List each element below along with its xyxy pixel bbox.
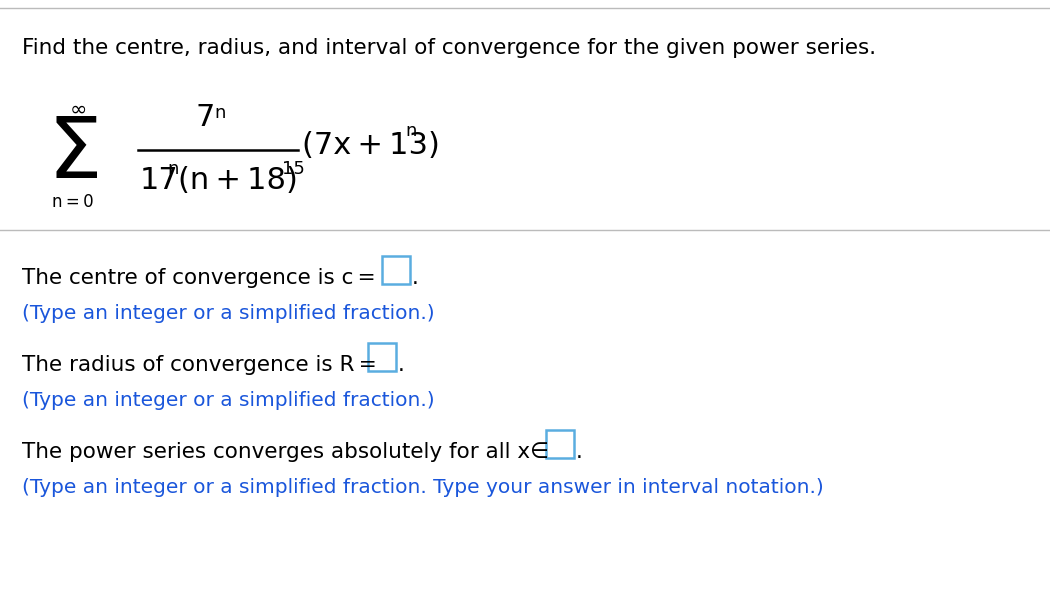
Text: Find the centre, radius, and interval of convergence for the given power series.: Find the centre, radius, and interval of… xyxy=(22,38,876,58)
Text: ∞: ∞ xyxy=(70,100,87,120)
Text: n: n xyxy=(405,122,417,140)
Text: n: n xyxy=(214,104,226,122)
FancyBboxPatch shape xyxy=(382,256,410,284)
FancyBboxPatch shape xyxy=(546,430,574,458)
Text: Σ: Σ xyxy=(48,113,103,196)
Text: The radius of convergence is R =: The radius of convergence is R = xyxy=(22,355,381,375)
Text: The centre of convergence is c =: The centre of convergence is c = xyxy=(22,268,380,288)
Text: (n + 18): (n + 18) xyxy=(178,166,298,195)
Text: (Type an integer or a simplified fraction. Type your answer in interval notation: (Type an integer or a simplified fractio… xyxy=(22,478,824,497)
Text: 15: 15 xyxy=(282,160,304,178)
FancyBboxPatch shape xyxy=(368,343,396,371)
Text: .: . xyxy=(398,355,405,375)
Text: (Type an integer or a simplified fraction.): (Type an integer or a simplified fractio… xyxy=(22,304,435,323)
Text: (Type an integer or a simplified fraction.): (Type an integer or a simplified fractio… xyxy=(22,391,435,410)
Text: .: . xyxy=(576,442,583,462)
Text: n: n xyxy=(167,160,178,178)
Text: 7: 7 xyxy=(196,103,215,132)
Text: (7x + 13): (7x + 13) xyxy=(302,130,440,160)
Text: The power series converges absolutely for all x∈: The power series converges absolutely fo… xyxy=(22,442,549,462)
Text: .: . xyxy=(412,268,419,288)
Text: 17: 17 xyxy=(140,166,178,195)
Text: n = 0: n = 0 xyxy=(52,193,93,211)
